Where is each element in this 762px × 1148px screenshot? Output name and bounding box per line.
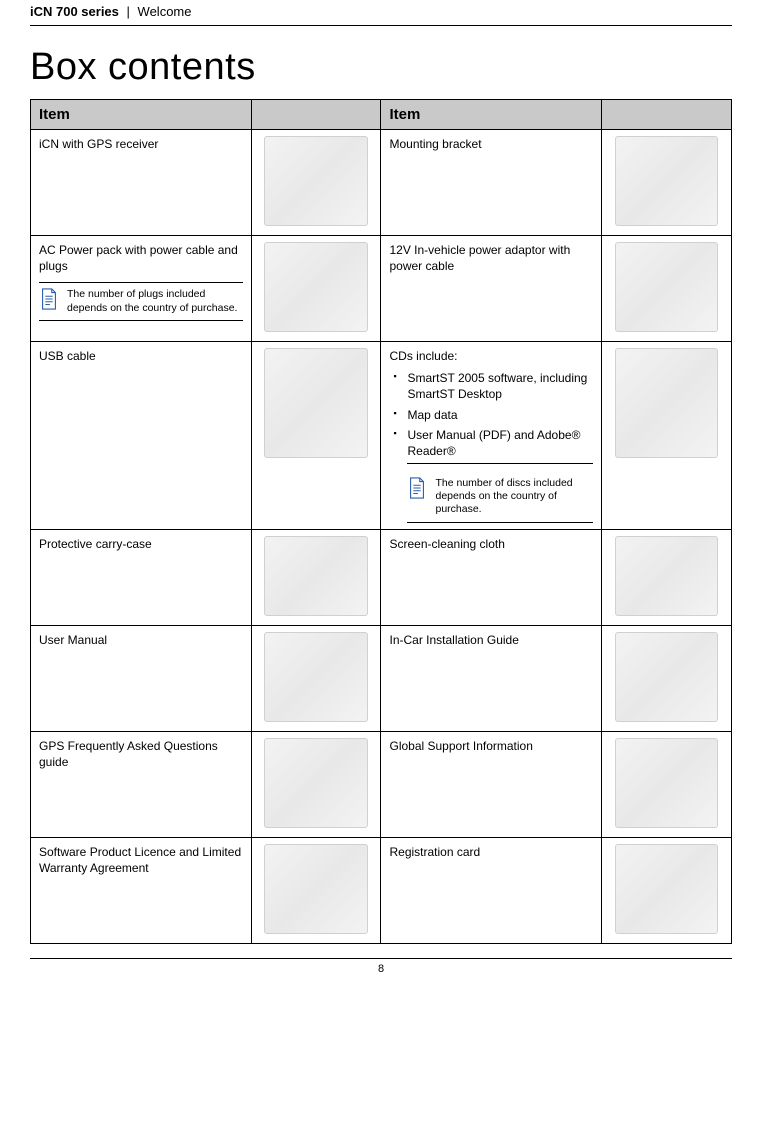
cd-list-item: SmartST 2005 software, including SmartST… xyxy=(389,370,593,402)
cd-list-item: User Manual (PDF) and Adobe® Reader® xyxy=(389,427,593,459)
header-series: iCN 700 series xyxy=(30,4,119,19)
product-image-12v-adaptor xyxy=(615,242,719,332)
table-header-image-right xyxy=(602,100,732,130)
table-header-row: Item Item xyxy=(31,100,732,130)
page-header: iCN 700 series | Welcome xyxy=(30,0,732,26)
table-header-item-right: Item xyxy=(381,100,602,130)
product-image-registration-card xyxy=(615,844,719,934)
item-text: CDs include: xyxy=(389,348,593,364)
box-contents-table: Item Item iCN with GPS receiver Mounting… xyxy=(30,99,732,944)
note-icon xyxy=(407,477,427,499)
item-text: Screen-cleaning cloth xyxy=(389,536,593,552)
item-text: Protective carry-case xyxy=(39,536,243,552)
product-image-user-manual xyxy=(264,632,368,722)
note-box: The number of plugs included depends on … xyxy=(39,282,243,320)
header-separator: | xyxy=(127,4,130,19)
table-row: USB cable CDs include: SmartST 2005 soft… xyxy=(31,342,732,530)
page-footer: 8 xyxy=(30,958,732,975)
product-image-licence xyxy=(264,844,368,934)
item-text: Registration card xyxy=(389,844,593,860)
item-text: Mounting bracket xyxy=(389,136,593,152)
note-box: The number of discs included depends on … xyxy=(407,472,593,522)
divider xyxy=(407,463,593,464)
cd-list: SmartST 2005 software, including SmartST… xyxy=(389,370,593,459)
item-text: USB cable xyxy=(39,348,243,364)
product-image-mount xyxy=(615,136,719,226)
item-text: Software Product Licence and Limited War… xyxy=(39,844,243,876)
product-image-faq-guide xyxy=(264,738,368,828)
product-image-ac-power xyxy=(264,242,368,332)
item-text: Global Support Information xyxy=(389,738,593,754)
table-row: User Manual In-Car Installation Guide xyxy=(31,625,732,731)
table-header-image-left xyxy=(251,100,381,130)
product-image-carry-case xyxy=(264,536,368,616)
table-row: iCN with GPS receiver Mounting bracket xyxy=(31,130,732,236)
item-text: AC Power pack with power cable and plugs xyxy=(39,242,243,274)
product-image-usb-cable xyxy=(264,348,368,458)
note-text: The number of discs included depends on … xyxy=(435,477,593,516)
item-text: 12V In-vehicle power adaptor with power … xyxy=(389,242,593,274)
product-image-cds xyxy=(615,348,719,458)
product-image-install-guide xyxy=(615,632,719,722)
product-image-support-info xyxy=(615,738,719,828)
cd-list-item: Map data xyxy=(389,407,593,423)
item-text: User Manual xyxy=(39,632,243,648)
product-image-icn-gps xyxy=(264,136,368,226)
page-title: Box contents xyxy=(30,46,732,89)
note-icon xyxy=(39,288,59,310)
item-text: In-Car Installation Guide xyxy=(389,632,593,648)
table-row: Software Product Licence and Limited War… xyxy=(31,837,732,943)
note-text: The number of plugs included depends on … xyxy=(67,288,243,314)
page-number: 8 xyxy=(378,963,384,975)
table-header-item-left: Item xyxy=(31,100,252,130)
table-row: GPS Frequently Asked Questions guide Glo… xyxy=(31,731,732,837)
item-text: iCN with GPS receiver xyxy=(39,136,243,152)
table-row: Protective carry-case Screen-cleaning cl… xyxy=(31,529,732,625)
item-text: GPS Frequently Asked Questions guide xyxy=(39,738,243,770)
table-row: AC Power pack with power cable and plugs… xyxy=(31,236,732,342)
product-image-cloth xyxy=(615,536,719,616)
header-section: Welcome xyxy=(138,4,192,19)
